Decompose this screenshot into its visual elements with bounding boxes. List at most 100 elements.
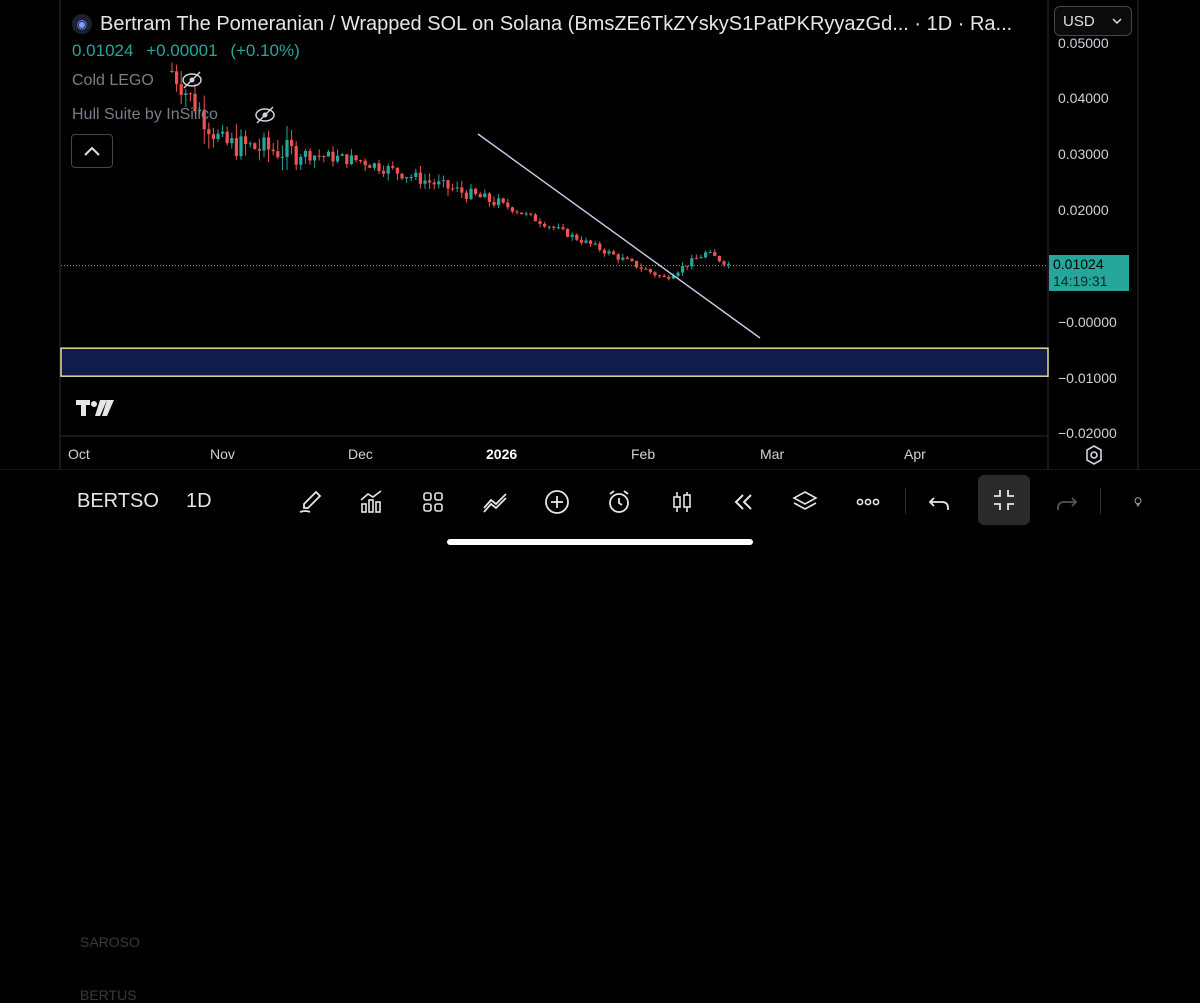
- candle-body: [193, 93, 197, 112]
- chevron-down-icon: [1112, 18, 1122, 25]
- candle-body: [336, 155, 340, 162]
- candle-body: [267, 137, 271, 150]
- indicator-label-hull-suite[interactable]: Hull Suite by InSilico: [72, 106, 218, 123]
- candle-body: [667, 276, 671, 279]
- candle-body: [704, 252, 708, 258]
- time-axis-tick: Feb: [631, 446, 656, 462]
- candle-body: [276, 151, 280, 158]
- candle-body: [188, 93, 192, 95]
- redo-button[interactable]: [1044, 480, 1088, 524]
- candle-body: [225, 131, 229, 144]
- candle-body: [418, 172, 422, 184]
- plus-circle-icon: [545, 490, 569, 514]
- price-axis-tick: 0.03000: [1058, 146, 1109, 162]
- candle-body: [179, 84, 183, 96]
- add-button[interactable]: [535, 480, 579, 524]
- chart-type-button[interactable]: [349, 480, 393, 524]
- candle-body: [515, 211, 519, 213]
- candle-body: [524, 213, 528, 215]
- watchlist-ghost-prev: SAROSO: [80, 934, 140, 950]
- candle-body: [257, 149, 261, 151]
- bar-style-button[interactable]: [660, 480, 704, 524]
- candle-body: [377, 163, 381, 172]
- object-tree-button[interactable]: [783, 480, 827, 524]
- candle-body: [713, 252, 717, 257]
- candle-body: [552, 226, 556, 228]
- collapse-indicators-button[interactable]: [71, 134, 113, 168]
- symbol-button[interactable]: BERTSO: [77, 490, 159, 512]
- candle-body: [658, 275, 662, 277]
- chart-title[interactable]: ◉ Bertram The Pomeranian / Wrapped SOL o…: [72, 10, 1042, 38]
- candle-body: [566, 228, 570, 237]
- candle-body: [285, 139, 289, 157]
- tradingview-logo-icon[interactable]: [76, 396, 116, 420]
- candle-body: [230, 138, 234, 144]
- candle-body: [520, 212, 524, 215]
- interval-button[interactable]: 1D: [186, 490, 212, 512]
- candle-body: [497, 198, 501, 206]
- more-button[interactable]: [846, 480, 890, 524]
- rewind-icon: [734, 494, 752, 510]
- time-axis-tick: Oct: [68, 446, 90, 462]
- candle-body: [671, 275, 675, 279]
- redo-icon: [1057, 497, 1078, 510]
- undo-icon: [928, 497, 949, 510]
- eye-slash-icon[interactable]: [180, 68, 204, 92]
- eye-slash-icon[interactable]: [253, 103, 277, 127]
- candle-body: [175, 71, 179, 85]
- current-price-tag: 0.01024 14:19:31: [1049, 255, 1129, 291]
- token-logo-icon: ◉: [72, 14, 92, 34]
- price-axis-tick: −0.01000: [1058, 370, 1117, 386]
- toolbar-divider: [905, 488, 906, 514]
- toolbar-divider: [1100, 488, 1101, 514]
- candle-body: [299, 156, 303, 165]
- fullscreen-exit-button[interactable]: [978, 475, 1030, 525]
- candle-body: [432, 182, 436, 185]
- candle-body: [575, 234, 579, 240]
- candle-body: [635, 260, 639, 268]
- undo-button[interactable]: [918, 480, 962, 524]
- candle-body: [492, 201, 496, 206]
- price-chart[interactable]: [0, 0, 1200, 470]
- brush-icon: [299, 490, 322, 513]
- candle-body: [354, 155, 358, 161]
- candle-body: [570, 234, 574, 237]
- ideas-button[interactable]: [1118, 480, 1144, 524]
- time-axis-tick: Nov: [210, 446, 235, 462]
- layout-button[interactable]: [411, 480, 455, 524]
- candle-body: [483, 193, 487, 198]
- candle-body: [313, 155, 317, 161]
- candle-body: [290, 139, 294, 146]
- candle-body: [556, 227, 560, 229]
- candle-body: [170, 71, 174, 72]
- candle-body: [409, 176, 413, 178]
- candle-body: [441, 180, 445, 182]
- price-change: +0.00001: [146, 41, 218, 60]
- settings-icon[interactable]: [1083, 444, 1105, 466]
- price-axis-tick: 0.02000: [1058, 202, 1109, 218]
- currency-select[interactable]: USD: [1054, 6, 1132, 36]
- alerts-button[interactable]: [597, 480, 641, 524]
- replay-button[interactable]: [721, 480, 765, 524]
- candle-body: [510, 207, 514, 212]
- candle-body: [598, 243, 602, 250]
- drawing-tools-button[interactable]: [288, 480, 332, 524]
- candle-body: [446, 180, 450, 189]
- more-icon: [856, 498, 880, 506]
- chevron-up-icon: [84, 146, 100, 156]
- chart-icon: [360, 490, 382, 513]
- candle-body: [538, 221, 542, 224]
- candle-body: [262, 137, 266, 151]
- indicators-button[interactable]: [473, 480, 517, 524]
- candle-body: [543, 223, 547, 227]
- chart-area[interactable]: ◉ Bertram The Pomeranian / Wrapped SOL o…: [0, 0, 1200, 470]
- candle-body: [198, 109, 202, 112]
- alarm-icon: [609, 490, 629, 513]
- candle-body: [621, 257, 625, 260]
- last-price: 0.01024: [72, 41, 134, 60]
- indicator-label-cold-lego[interactable]: Cold LEGO: [72, 72, 154, 89]
- candle-body: [423, 180, 427, 184]
- candle-body: [428, 180, 432, 183]
- candle-body: [460, 187, 464, 193]
- candle-body: [221, 131, 225, 134]
